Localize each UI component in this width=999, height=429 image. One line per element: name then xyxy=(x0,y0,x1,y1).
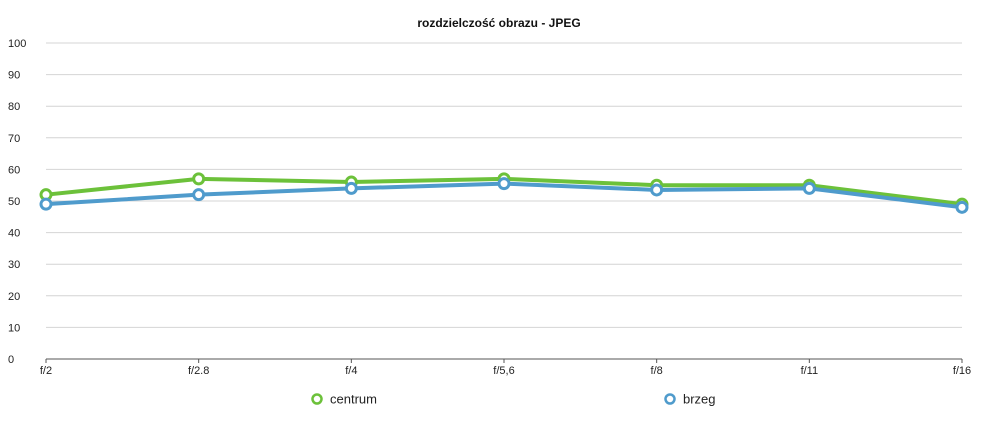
legend-marker-icon xyxy=(664,393,676,405)
x-tick-label: f/2 xyxy=(40,365,52,377)
y-tick-label: 90 xyxy=(8,70,20,82)
y-axis-ticks: 0 10 20 30 40 50 60 70 80 90 100 xyxy=(8,38,26,366)
legend-item: centrum xyxy=(311,392,377,407)
y-tick-label: 100 xyxy=(8,38,26,50)
series-layer xyxy=(39,172,969,214)
y-tick-label: 20 xyxy=(8,291,20,303)
legend-item: brzeg xyxy=(664,392,716,407)
data-point xyxy=(955,200,969,214)
data-point xyxy=(344,181,358,195)
legend: centrum brzeg xyxy=(311,392,716,407)
y-tick-label: 30 xyxy=(8,259,20,271)
x-tick-label: f/16 xyxy=(953,365,971,377)
x-tick-label: f/11 xyxy=(801,365,819,377)
y-tick-label: 0 xyxy=(8,354,14,366)
legend-label: centrum xyxy=(330,392,377,407)
y-tick-label: 80 xyxy=(8,101,20,113)
data-point xyxy=(497,177,511,191)
chart-title: rozdzielczość obrazu - JPEG xyxy=(417,16,580,30)
data-point xyxy=(192,188,206,202)
data-point xyxy=(192,172,206,186)
legend-marker-icon xyxy=(311,393,323,405)
x-tick-label: f/5,6 xyxy=(493,365,514,377)
data-point xyxy=(650,183,664,197)
grid xyxy=(46,42,962,360)
x-tick-label: f/2.8 xyxy=(188,365,209,377)
data-point xyxy=(39,197,53,211)
x-tick-label: f/8 xyxy=(651,365,663,377)
y-tick-label: 50 xyxy=(8,196,20,208)
data-point xyxy=(802,181,816,195)
y-tick-label: 10 xyxy=(8,322,20,334)
y-tick-label: 40 xyxy=(8,228,20,240)
series-brzeg xyxy=(39,177,969,214)
x-axis-ticks: f/2 f/2.8 f/4 f/5,6 f/8 f/11 f/16 xyxy=(40,359,971,377)
y-tick-label: 60 xyxy=(8,164,20,176)
x-tick-label: f/4 xyxy=(345,365,357,377)
legend-label: brzeg xyxy=(683,392,716,407)
y-tick-label: 70 xyxy=(8,133,20,145)
